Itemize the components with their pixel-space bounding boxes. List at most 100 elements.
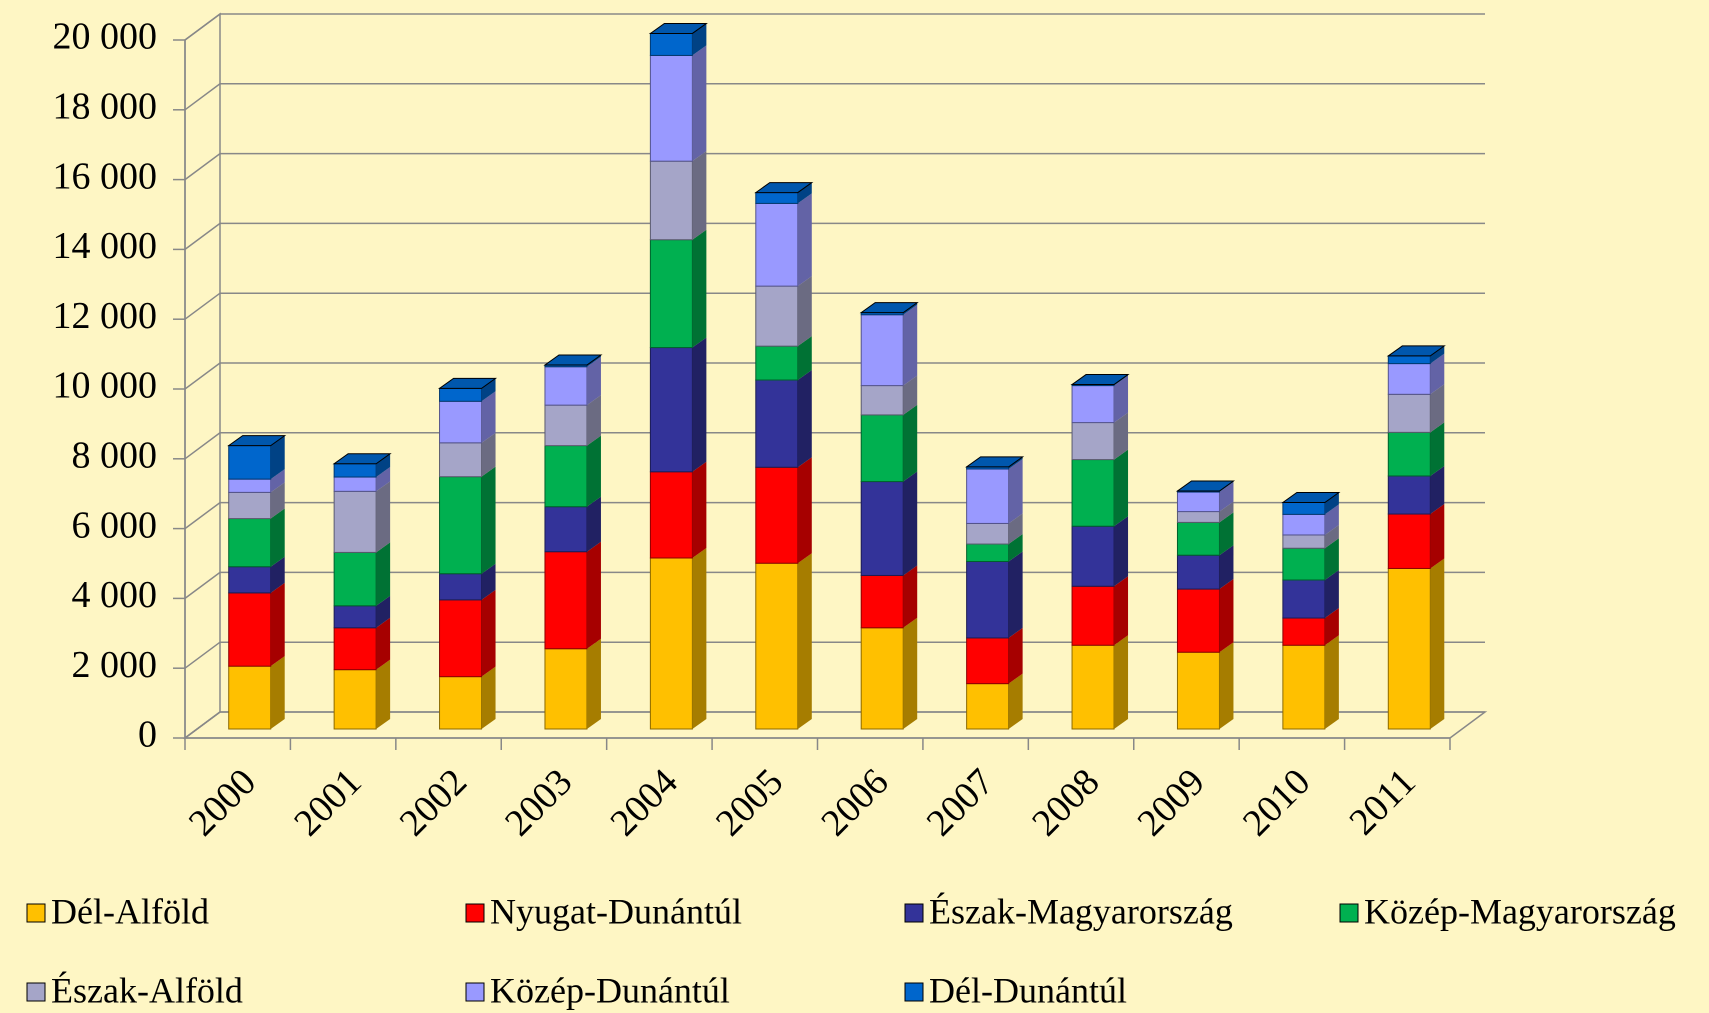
bar-front (228, 445, 272, 480)
x-tick-label: 2004 (602, 761, 685, 844)
bar-front (755, 379, 799, 468)
bar-front (755, 285, 799, 347)
bar-front (755, 192, 799, 204)
bar-front (1387, 393, 1431, 433)
bar-side (376, 467, 391, 492)
bar-side (481, 466, 496, 574)
bar-front (1176, 588, 1220, 653)
bar-segment (1282, 635, 1339, 730)
bar-segment (649, 229, 707, 349)
grid-line (184, 13, 1485, 41)
bar-front (1282, 579, 1326, 619)
y-tick-label: 0 (138, 714, 157, 756)
x-tick-label: 2007 (919, 761, 1002, 844)
y-tick-label: 18 000 (53, 86, 158, 128)
bar-segment (1282, 524, 1339, 549)
bar-front (755, 202, 799, 287)
bar-top (859, 302, 919, 314)
bar-front (966, 543, 1010, 562)
bar-segment (648, 22, 708, 56)
bar-front (1387, 355, 1431, 365)
bar-front (860, 314, 904, 387)
bar-side (376, 481, 391, 553)
bar-side (1430, 384, 1445, 433)
bar-side (903, 304, 918, 386)
bar-segment (860, 617, 918, 730)
y-tick-label: 20 000 (53, 16, 158, 58)
bar-side (692, 151, 707, 240)
bar-segment (228, 482, 285, 520)
bar-side (1114, 516, 1129, 587)
bar-segment (1071, 375, 1129, 424)
bar-top (1281, 491, 1341, 503)
bar-segment (966, 534, 1023, 562)
x-tick-label: 2010 (1235, 761, 1318, 844)
bar-top (1070, 374, 1130, 386)
bar-top (648, 22, 708, 34)
bar-front (1282, 617, 1326, 646)
bar-front (1071, 385, 1115, 424)
y-tick-label: 14 000 (53, 225, 158, 267)
bar-segment (228, 556, 285, 594)
bar-side (1114, 449, 1129, 527)
bar-front (333, 476, 377, 492)
bar-front (439, 476, 483, 575)
bar-segment (1387, 422, 1445, 477)
bar-side (1324, 492, 1339, 515)
bar-side (1114, 375, 1129, 423)
bar-side (797, 370, 812, 468)
bar-segment (1176, 512, 1234, 556)
legend-swatch (904, 982, 924, 1002)
bar-side (1219, 545, 1234, 590)
bar-side (481, 432, 496, 477)
bar-front (333, 463, 377, 478)
bar-side (376, 659, 391, 729)
bar-side (586, 435, 601, 507)
bar-front (649, 347, 693, 473)
bar-front (1282, 534, 1326, 549)
bar-side (270, 435, 285, 480)
bar-top (543, 354, 603, 366)
bar-segment (543, 354, 603, 368)
grid-line (184, 292, 1485, 320)
bar-segment (228, 508, 285, 568)
bar-side (481, 391, 496, 443)
bar-segment (544, 541, 601, 650)
bar-side (270, 482, 285, 519)
bar-segment (1387, 558, 1445, 730)
bar-front (1176, 491, 1220, 513)
bar-segment (755, 276, 812, 347)
bar-front (966, 468, 1010, 524)
bar-segment (1386, 345, 1446, 365)
bar-front (439, 387, 483, 402)
bar-front (1071, 585, 1115, 646)
bar-side (1324, 538, 1339, 580)
bar-side (1008, 673, 1023, 729)
bar-segment (332, 453, 392, 478)
bar-segment (1387, 465, 1445, 515)
bar-segment (1071, 449, 1129, 527)
legend-label: Észak-Alföld (51, 970, 243, 1010)
bar-segment (1282, 504, 1339, 536)
bar-segment (649, 337, 707, 473)
legend-swatch (26, 903, 46, 923)
bar-front (1387, 475, 1431, 515)
bar-front (1071, 525, 1115, 587)
legend-label: Észak-Magyarország (929, 891, 1233, 931)
bar-side (1219, 579, 1234, 653)
bar-side (376, 617, 391, 670)
x-tick-label: 2002 (392, 761, 475, 844)
x-tick-label: 2001 (286, 761, 369, 844)
bar-front (1282, 644, 1326, 730)
bar-segment (755, 370, 812, 468)
bar-side (376, 595, 391, 628)
bar-segment (439, 391, 496, 444)
bar-side (1114, 635, 1129, 729)
bar-side (1430, 345, 1445, 364)
bar-side (692, 337, 707, 472)
bar-segment (1070, 374, 1130, 387)
bar-segment (437, 377, 498, 402)
bar-side (692, 45, 707, 162)
bar-top (1175, 480, 1236, 492)
bar-segment (1281, 491, 1341, 515)
